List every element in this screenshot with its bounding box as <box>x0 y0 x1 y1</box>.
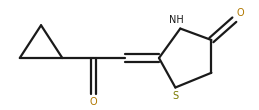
Text: S: S <box>172 91 178 101</box>
Text: NH: NH <box>169 15 184 25</box>
Text: O: O <box>90 97 97 107</box>
Text: O: O <box>237 8 244 18</box>
